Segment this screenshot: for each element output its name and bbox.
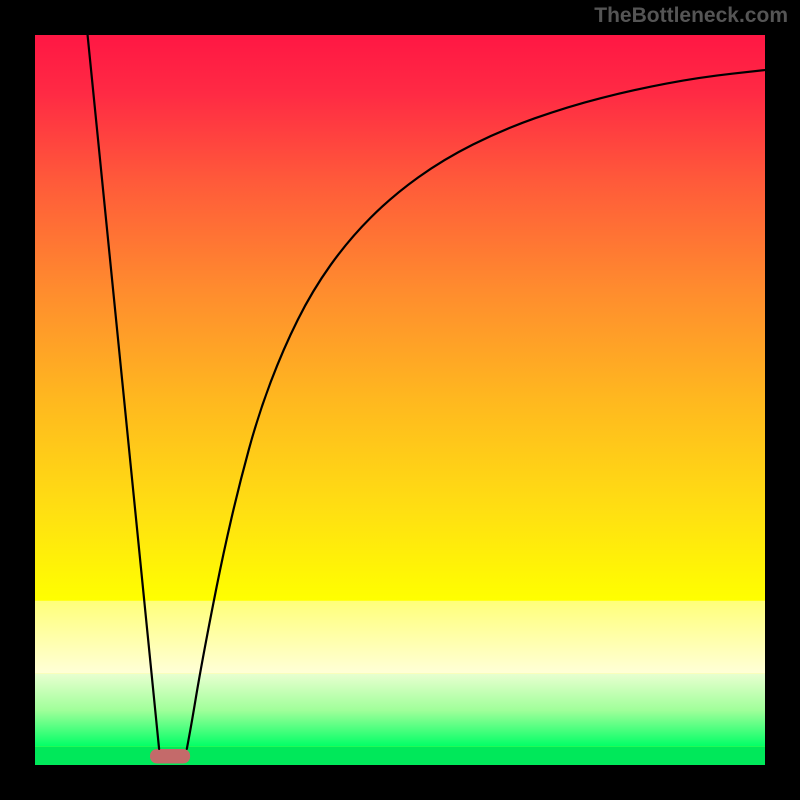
blend-band	[35, 674, 765, 747]
bottleneck-chart	[0, 0, 800, 800]
chart-container: TheBottleneck.com	[0, 0, 800, 800]
green-strip	[35, 747, 765, 765]
optimal-marker	[150, 749, 190, 764]
watermark-text: TheBottleneck.com	[594, 4, 788, 28]
